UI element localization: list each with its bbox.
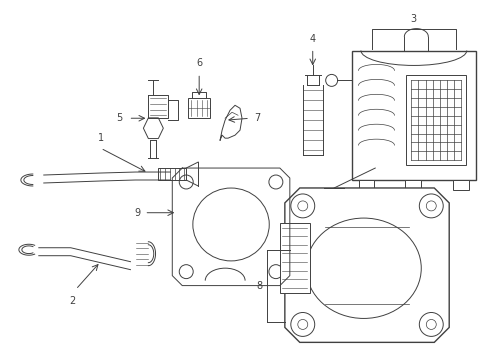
Bar <box>188 98 210 118</box>
Bar <box>279 223 309 293</box>
Text: 4: 4 <box>309 33 315 44</box>
Bar <box>158 168 186 180</box>
Text: 7: 7 <box>253 113 260 123</box>
Text: 3: 3 <box>409 14 416 24</box>
Bar <box>406 75 465 165</box>
Polygon shape <box>285 188 448 342</box>
Bar <box>405 180 421 190</box>
Text: 5: 5 <box>116 113 122 123</box>
Text: 2: 2 <box>69 296 76 306</box>
Bar <box>452 180 468 190</box>
Text: 1: 1 <box>97 133 103 143</box>
Bar <box>358 180 374 190</box>
Text: 6: 6 <box>196 58 202 68</box>
Bar <box>351 50 475 180</box>
Text: 8: 8 <box>256 280 263 291</box>
Text: 9: 9 <box>134 208 140 218</box>
